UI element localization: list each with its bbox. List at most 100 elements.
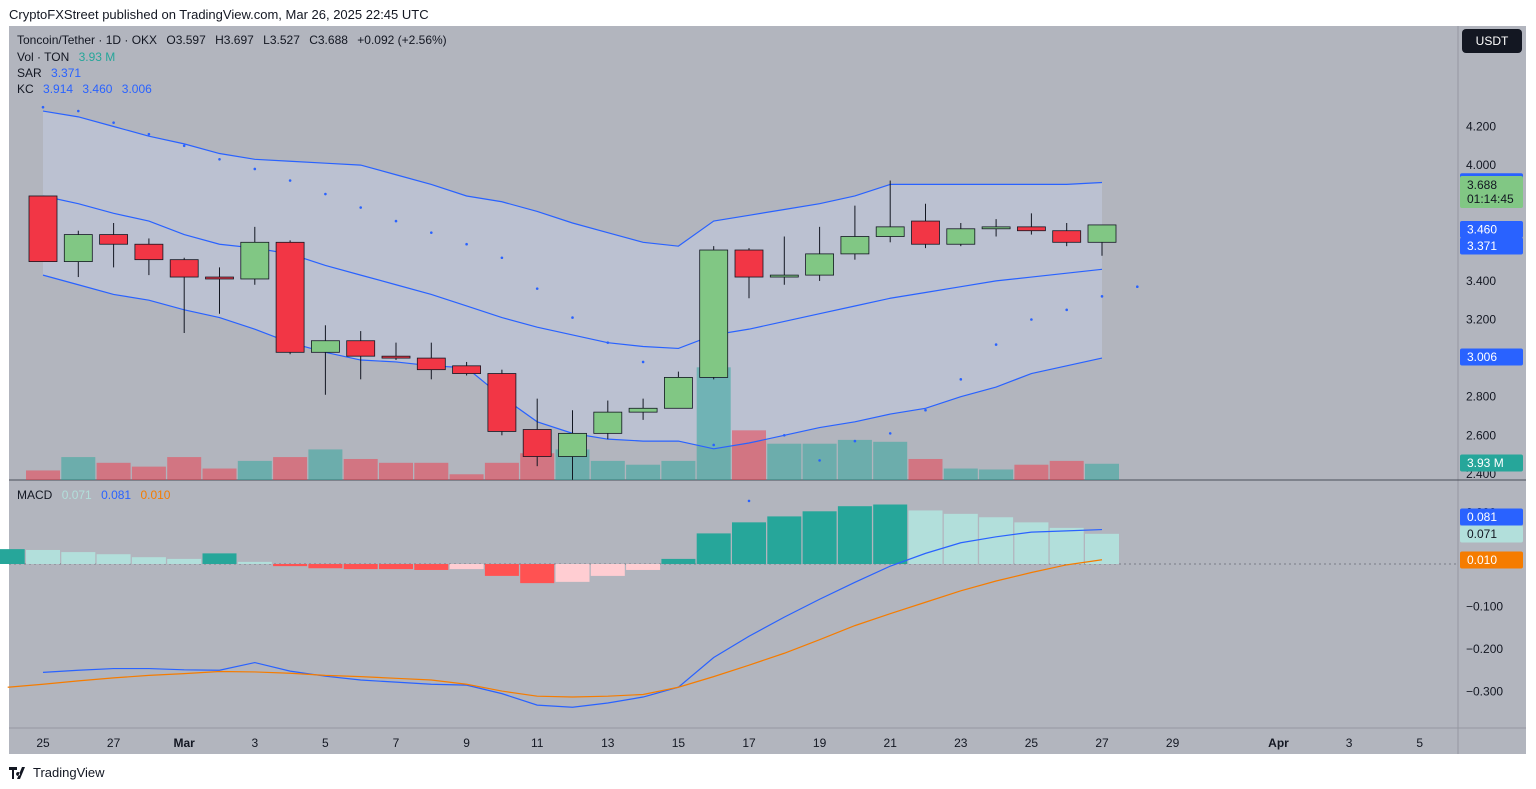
macd-histogram-bar	[732, 522, 766, 564]
sar-value: 3.371	[51, 66, 82, 80]
macd-signal-value: 0.010	[140, 488, 171, 502]
macd-histogram-bar	[26, 549, 60, 564]
candle-bullish	[946, 228, 976, 245]
volume-bar	[696, 367, 731, 480]
volume-bar	[661, 460, 696, 480]
candle-bearish	[734, 249, 764, 278]
candle-bullish	[664, 376, 693, 409]
price-axis-tick: 2.800	[1466, 390, 1496, 404]
macd-histogram-bar	[167, 558, 202, 564]
tradingview-logo[interactable]: TradingView	[9, 765, 105, 780]
volume-bar	[979, 469, 1014, 480]
ohlc-low: L3.527	[263, 33, 300, 47]
candle-bullish	[805, 253, 834, 276]
sar-dot	[571, 316, 574, 319]
volume-bar	[1049, 460, 1084, 480]
symbol-name[interactable]: Toncoin/Tether · 1D · OKX	[17, 33, 158, 47]
volume-value: 3.93 M	[78, 50, 116, 64]
candle-bearish	[169, 259, 199, 278]
macd-hist-badge: 0.071	[1467, 527, 1497, 541]
price-axis-tick: 3.200	[1466, 313, 1496, 327]
volume-bar	[767, 443, 802, 480]
price-axis-tick: 4.000	[1466, 158, 1496, 172]
time-axis-tick: 17	[742, 736, 756, 750]
candle-bearish	[522, 429, 552, 457]
candle-bearish	[99, 234, 128, 245]
time-axis-tick: 27	[107, 736, 121, 750]
volume-bar	[449, 474, 484, 480]
macd-histogram-bar	[837, 506, 872, 564]
sar-dot	[924, 408, 927, 412]
volume-bar	[273, 457, 308, 480]
candle-bearish	[275, 241, 305, 353]
macd-histogram-bar	[555, 564, 590, 582]
sar-dot	[783, 434, 786, 437]
candle-bearish	[416, 357, 446, 371]
macd-histogram-bar	[767, 516, 802, 564]
sar-dot	[147, 132, 151, 136]
kc-legend[interactable]: KC 3.914 3.460 3.006	[17, 82, 158, 96]
sar-dot	[41, 105, 45, 109]
currency-button[interactable]: USDT	[1462, 29, 1522, 53]
sar-dot	[994, 343, 998, 346]
sar-dot	[641, 360, 645, 364]
macd-histogram-bar	[484, 564, 519, 576]
volume-bar	[131, 466, 166, 480]
volume-badge-bg	[1460, 454, 1523, 472]
candle-bearish	[452, 365, 482, 374]
symbol-legend[interactable]: Toncoin/Tether · 1D · OKX O3.597 H3.697 …	[17, 33, 453, 47]
time-axis-tick: 5	[322, 736, 329, 750]
sar-dot	[112, 121, 115, 124]
macd-label: MACD	[17, 488, 53, 502]
macd-histogram-bar	[379, 564, 413, 570]
kc-upper-value: 3.914	[43, 82, 74, 96]
macd-histogram-bar	[696, 533, 731, 564]
candle-bearish	[346, 340, 376, 357]
kc-lower-badge: 3.006	[1467, 350, 1497, 364]
time-axis-tick: 29	[1166, 736, 1180, 750]
sar-dot	[1065, 308, 1068, 312]
time-axis-tick: 5	[1416, 736, 1423, 750]
sar-dot	[465, 242, 468, 246]
time-axis-tick: 7	[393, 736, 400, 750]
volume-bar	[26, 470, 60, 480]
candle-bearish	[1017, 226, 1046, 232]
candle-bearish	[28, 195, 58, 262]
macd-signal-badge-bg	[1460, 551, 1523, 569]
price-badge-bg	[1460, 176, 1523, 208]
macd-histogram-bar	[661, 558, 696, 564]
macd-histogram-bar	[802, 511, 837, 564]
macd-axis-tick: −0.100	[1466, 600, 1503, 614]
macd-histogram-bar	[61, 552, 96, 564]
sar-dot	[182, 144, 186, 148]
candle-bullish	[875, 226, 905, 237]
macd-histogram-bar	[96, 554, 131, 564]
kc-label: KC	[17, 82, 34, 96]
macd-line-badge-bg	[1460, 508, 1523, 526]
sar-dot	[712, 443, 715, 447]
macd-axis-tick: −0.300	[1466, 685, 1503, 699]
volume-bar	[837, 439, 872, 480]
kc-upper-line	[42, 110, 1103, 247]
countdown-badge: 01:14:45	[1467, 192, 1514, 206]
kc-mid-value: 3.460	[82, 82, 113, 96]
time-axis-tick: 23	[954, 736, 968, 750]
volume-bar	[167, 457, 202, 480]
sar-legend[interactable]: SAR 3.371	[17, 66, 87, 80]
volume-bar	[237, 460, 272, 480]
macd-histogram-bar	[131, 557, 166, 564]
kc-channel-fill	[43, 111, 1102, 449]
published-by-line: CryptoFXStreet published on TradingView.…	[9, 7, 429, 22]
macd-histogram-bar	[1049, 527, 1084, 564]
volume-bar	[590, 460, 625, 480]
macd-hist-value: 0.071	[61, 488, 92, 502]
kc-lower-value: 3.006	[121, 82, 152, 96]
volume-legend[interactable]: Vol · TON 3.93 M	[17, 50, 121, 64]
volume-bar	[96, 462, 131, 480]
kc-mid-badge: 3.460	[1467, 223, 1497, 237]
sar-dot	[77, 109, 80, 113]
sar-dot	[288, 179, 292, 182]
macd-legend[interactable]: MACD 0.071 0.081 0.010	[17, 488, 176, 502]
candle-bullish	[628, 407, 658, 413]
